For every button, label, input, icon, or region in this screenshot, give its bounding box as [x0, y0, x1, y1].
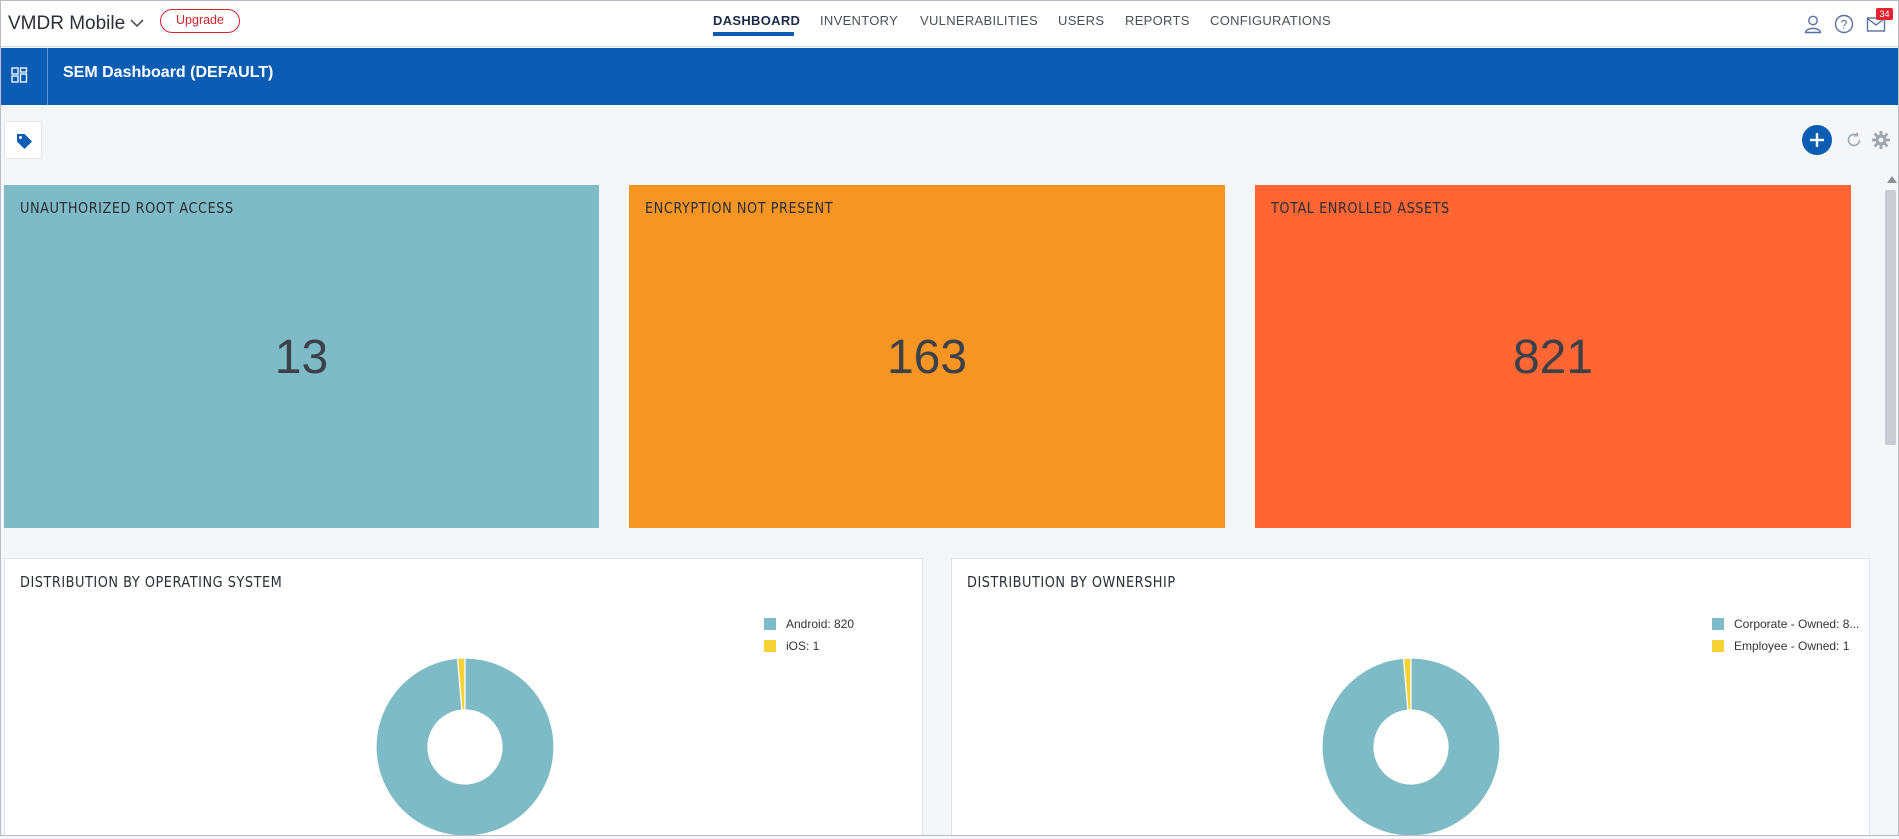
user-icon[interactable]: [1802, 13, 1824, 35]
tab-vulnerabilities[interactable]: VULNERABILITIES: [920, 13, 1038, 28]
tab-reports[interactable]: REPORTS: [1125, 13, 1190, 28]
add-widget-button[interactable]: [1802, 125, 1832, 155]
header-divider: [47, 48, 48, 105]
chart-panel-os-distribution: DISTRIBUTION BY OPERATING SYSTEM Android…: [4, 558, 923, 837]
tab-inventory[interactable]: INVENTORY: [820, 13, 899, 28]
stat-value[interactable]: 821: [1512, 331, 1594, 384]
top-bar: VMDR Mobile Upgrade DASHBOARD INVENTORY …: [0, 0, 1899, 47]
stat-title: TOTAL ENROLLED ASSETS: [1271, 199, 1450, 217]
stat-title: UNAUTHORIZED ROOT ACCESS: [20, 199, 234, 217]
legend-label: Android: 820: [786, 617, 855, 631]
tab-dashboard[interactable]: DASHBOARD: [713, 13, 801, 28]
svg-text:?: ?: [1841, 18, 1848, 32]
chevron-down-icon[interactable]: [128, 16, 146, 30]
legend-swatch: [764, 640, 776, 652]
donut-chart: [375, 657, 555, 837]
stat-value[interactable]: 163: [886, 331, 968, 384]
app-switcher-label[interactable]: VMDR Mobile: [8, 13, 126, 34]
legend-swatch: [1712, 640, 1724, 652]
stat-card-encryption-not-present[interactable]: ENCRYPTION NOT PRESENT 163: [629, 185, 1225, 528]
tag-icon: [17, 134, 32, 149]
dashboard-menu-icon[interactable]: [10, 65, 30, 85]
notification-badge: 34: [1876, 8, 1893, 20]
stat-card-total-enrolled-assets[interactable]: TOTAL ENROLLED ASSETS 821: [1255, 185, 1851, 528]
legend-label: Corporate - Owned: 8...: [1734, 617, 1860, 631]
refresh-icon[interactable]: [1845, 131, 1863, 149]
dashboard-header: SEM Dashboard (DEFAULT): [0, 48, 1899, 105]
scroll-up-arrow[interactable]: [1887, 176, 1897, 183]
donut-slice-android[interactable]: [375, 657, 555, 837]
legend-swatch: [764, 618, 776, 630]
gear-icon[interactable]: [1871, 130, 1891, 150]
tab-configurations[interactable]: CONFIGURATIONS: [1210, 13, 1331, 28]
chart-title: DISTRIBUTION BY OPERATING SYSTEM: [20, 573, 283, 591]
legend-label: iOS: 1: [786, 639, 820, 653]
active-tab-indicator: [713, 32, 794, 36]
tab-users[interactable]: USERS: [1058, 13, 1105, 28]
chart-title: DISTRIBUTION BY OWNERSHIP: [967, 573, 1176, 591]
help-icon[interactable]: ?: [1833, 13, 1855, 35]
donut-slice-corporate-owned[interactable]: [1321, 657, 1501, 837]
tag-filter-button[interactable]: [4, 121, 42, 159]
chart-panel-ownership-distribution: DISTRIBUTION BY OWNERSHIP Corporate - Ow…: [951, 558, 1870, 837]
dashboard-title[interactable]: SEM Dashboard (DEFAULT): [63, 64, 274, 81]
donut-chart: [1321, 657, 1501, 837]
upgrade-button[interactable]: Upgrade: [160, 9, 240, 33]
vertical-scrollbar[interactable]: [1885, 190, 1896, 445]
legend-label: Employee - Owned: 1: [1734, 639, 1850, 653]
plus-icon: [1810, 133, 1824, 147]
stat-card-unauthorized-root-access[interactable]: UNAUTHORIZED ROOT ACCESS 13: [4, 185, 599, 528]
stat-title: ENCRYPTION NOT PRESENT: [645, 199, 834, 217]
stat-value[interactable]: 13: [274, 331, 329, 384]
legend-swatch: [1712, 618, 1724, 630]
